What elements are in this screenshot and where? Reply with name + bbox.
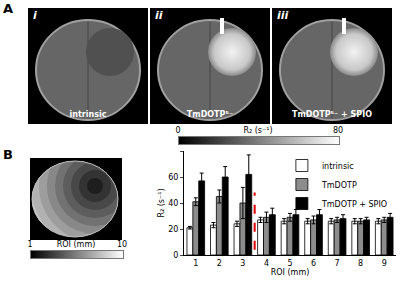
- html-text:i: i: [33, 9, 37, 22]
- svg-text:60: 60: [168, 173, 178, 182]
- svg-text:2: 2: [217, 259, 222, 268]
- svg-text:intrinsic: intrinsic: [322, 162, 354, 171]
- svg-text:9: 9: [382, 259, 387, 268]
- html-text:80: 80: [332, 126, 344, 135]
- html-text:ii: ii: [155, 9, 163, 22]
- svg-text:7: 7: [335, 259, 340, 268]
- html-text:B: B: [3, 147, 13, 162]
- html-text:1: 1: [27, 240, 33, 249]
- svg-text:6: 6: [311, 259, 316, 268]
- svg-text:3: 3: [240, 259, 245, 268]
- svg-text:4: 4: [264, 259, 269, 268]
- html-text:iii: iii: [277, 9, 289, 22]
- svg-text:5: 5: [287, 259, 292, 268]
- svg-text:20: 20: [168, 225, 178, 234]
- html-text:TmDOTP⁵⁻ + SPIO: TmDOTP⁵⁻ + SPIO: [292, 110, 372, 119]
- html-text:TmDOTP⁵⁻: TmDOTP⁵⁻: [186, 110, 234, 119]
- html-text:10: 10: [116, 240, 128, 249]
- html-text:R₂ (s⁻¹): R₂ (s⁻¹): [243, 126, 273, 135]
- svg-text:TmDOTP: TmDOTP: [321, 181, 357, 190]
- html-text:0: 0: [175, 126, 181, 135]
- html-text:intrinsic: intrinsic: [69, 110, 107, 119]
- svg-text:8: 8: [358, 259, 363, 268]
- html-text:A: A: [3, 1, 14, 16]
- svg-text:0: 0: [173, 251, 178, 260]
- svg-text:R₂ (s⁻¹): R₂ (s⁻¹): [157, 188, 166, 217]
- svg-text:ROI (mm): ROI (mm): [271, 268, 310, 277]
- html-text:ROI (mm): ROI (mm): [56, 240, 96, 249]
- svg-text:1: 1: [193, 259, 198, 268]
- svg-text:TmDOTP + SPIO: TmDOTP + SPIO: [321, 200, 387, 209]
- svg-text:40: 40: [168, 199, 178, 208]
